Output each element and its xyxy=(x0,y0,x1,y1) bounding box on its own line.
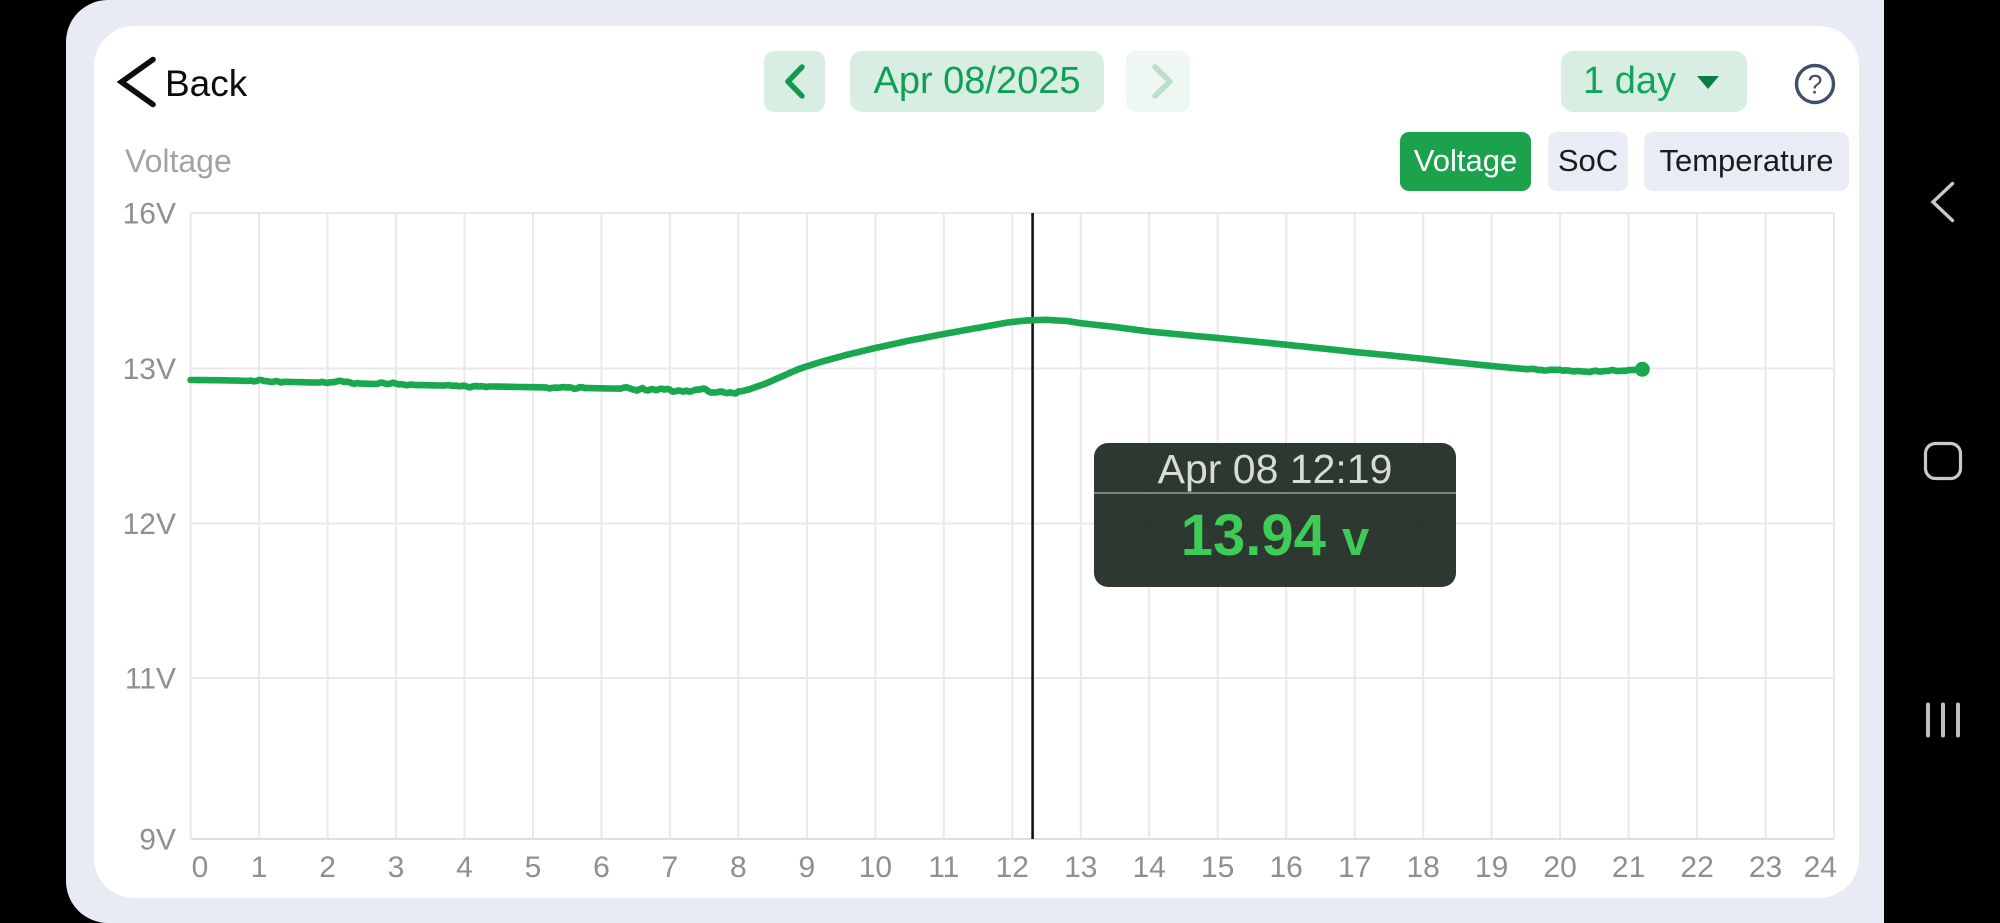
svg-text:16V: 16V xyxy=(123,198,176,231)
svg-text:7: 7 xyxy=(662,851,679,884)
svg-text:14: 14 xyxy=(1133,851,1166,884)
svg-text:5: 5 xyxy=(525,851,542,884)
svg-text:13V: 13V xyxy=(123,353,176,386)
svg-text:2: 2 xyxy=(319,851,336,884)
svg-text:20: 20 xyxy=(1543,851,1576,884)
svg-text:1: 1 xyxy=(251,851,268,884)
svg-text:16: 16 xyxy=(1270,851,1303,884)
svg-text:?: ? xyxy=(1808,70,1823,100)
svg-text:15: 15 xyxy=(1201,851,1234,884)
svg-text:11V: 11V xyxy=(125,663,176,696)
svg-text:6: 6 xyxy=(593,851,610,884)
svg-text:17: 17 xyxy=(1338,851,1371,884)
svg-text:8: 8 xyxy=(730,851,747,884)
svg-text:12V: 12V xyxy=(123,508,176,541)
svg-text:19: 19 xyxy=(1475,851,1508,884)
svg-text:10: 10 xyxy=(859,851,892,884)
svg-text:13: 13 xyxy=(1064,851,1097,884)
svg-text:23: 23 xyxy=(1749,851,1782,884)
svg-text:0: 0 xyxy=(192,851,209,884)
svg-text:18: 18 xyxy=(1407,851,1440,884)
svg-text:3: 3 xyxy=(388,851,405,884)
svg-text:9: 9 xyxy=(799,851,816,884)
svg-text:9V: 9V xyxy=(139,824,176,857)
svg-text:12: 12 xyxy=(996,851,1029,884)
svg-text:4: 4 xyxy=(456,851,473,884)
svg-text:11: 11 xyxy=(928,851,959,884)
svg-text:22: 22 xyxy=(1680,851,1713,884)
svg-text:24: 24 xyxy=(1804,851,1837,884)
svg-text:21: 21 xyxy=(1612,851,1645,884)
